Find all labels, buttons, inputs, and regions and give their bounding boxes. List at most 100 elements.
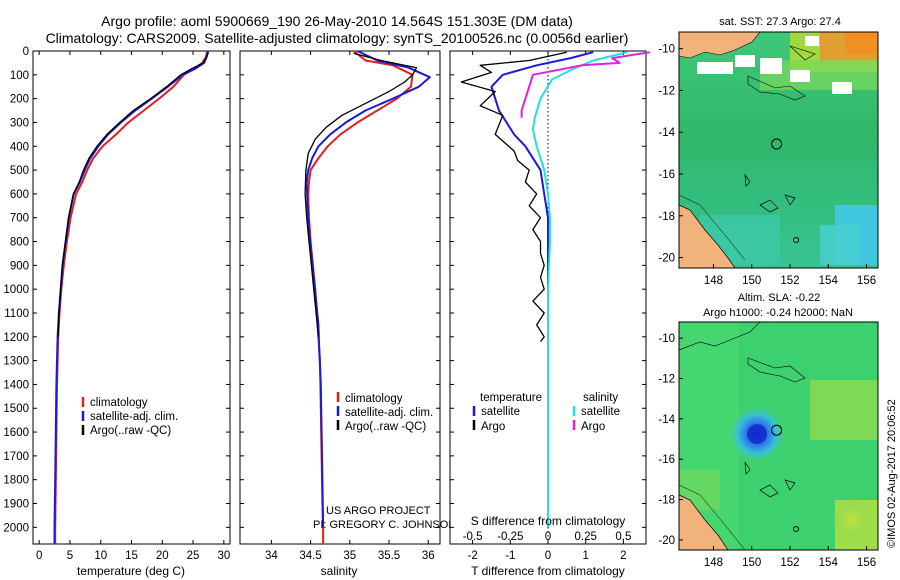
difference-x-label-s: S difference from climatology	[471, 514, 626, 528]
y-tick-label: 200	[10, 94, 29, 106]
series-line-s-satellite	[531, 51, 628, 528]
map-y-tick-label: -20	[658, 535, 675, 547]
salinity-x-label: salinity	[321, 564, 358, 578]
y-tick-label: 100	[10, 70, 29, 82]
legend-label-argo: Argo(..raw -QC)	[90, 425, 171, 437]
sla-argo-position-marker	[771, 424, 783, 436]
figure-title-line1: Argo profile: aoml 5900669_190 26-May-20…	[101, 13, 573, 29]
series-line-argo-raw-qc-	[304, 52, 418, 337]
y-tick-label: 900	[10, 260, 29, 272]
difference-y-ticks	[450, 50, 646, 528]
x-tick-label: 35	[343, 550, 356, 562]
y-tick-label: 300	[10, 117, 29, 129]
map-x-tick-label: 150	[742, 275, 761, 287]
sst-reef-marker	[793, 237, 799, 243]
temperature-legend: climatology satellite-adj. clim. Argo(..…	[81, 397, 178, 437]
x-tick-label: 34.5	[299, 550, 321, 562]
y-tick-label: 1000	[3, 284, 29, 296]
difference-panel: -2 -1 0 1 2 -0.5 -0.25 0 0.25 0.5 T difference fr…	[449, 50, 650, 578]
legend-label-climatology: climatology	[90, 397, 148, 409]
x-tick-label-s: 0.25	[574, 531, 596, 543]
map-y-tick-label: -12	[658, 85, 675, 97]
project-credit: US ARGO PROJECT	[326, 505, 431, 517]
difference-legend: temperature salinity satellite Argo sate…	[472, 392, 620, 433]
legend-label-satellite: satellite-adj. clim.	[90, 411, 178, 423]
map-y-tick-label: -18	[658, 495, 675, 507]
map-y-tick-label: -16	[658, 169, 675, 181]
y-tick-label: 1400	[3, 379, 29, 391]
legend-label-t-argo: Argo	[481, 421, 505, 433]
sla-map-image	[679, 322, 878, 550]
legend-label-s-argo: Argo	[581, 421, 605, 433]
y-tick-label: 1200	[3, 332, 29, 344]
x-tick-label: 30	[217, 550, 230, 562]
sla-map-panel: Altim. SLA: -0.22 Argo h1000: -0.24 h200…	[658, 292, 879, 569]
temperature-y-ticks: 0 100 200 300 400 500 600 700 800 900 1000 1100 1200…	[3, 46, 230, 534]
map-y-tick-label: -10	[658, 44, 675, 56]
map-x-tick-label: 156	[857, 557, 876, 569]
map-x-tick-label: 152	[780, 557, 799, 569]
temperature-x-label: temperature (deg C)	[77, 564, 185, 578]
salinity-legend: climatology satellite-adj. clim. Argo(..…	[336, 392, 433, 433]
series-line-t-argo	[460, 51, 567, 342]
sst-argo-position-marker	[771, 138, 783, 150]
temperature-x-ticks: 0 5 10 15 20 25 30	[36, 51, 230, 562]
difference-x-ticks: -2 -1 0 1 2 -0.5 -0.25 0 0.25 0.5	[463, 51, 631, 562]
x-tick-label-s: -0.5	[463, 531, 483, 543]
x-tick-label-s: -0.25	[497, 531, 523, 543]
x-tick-label-t: 1	[582, 550, 588, 562]
temperature-axes-frame	[32, 50, 231, 545]
map-x-tick-label: 154	[819, 275, 839, 287]
sst-map-ticks: 148 150 152 154 156 -10 -12 -14 -16 -18 -20	[658, 44, 876, 287]
x-tick-label: 10	[94, 550, 107, 562]
map-x-tick-label: 148	[704, 557, 723, 569]
map-y-tick-label: -18	[658, 211, 675, 223]
x-tick-label-t: 0	[545, 550, 551, 562]
y-tick-label: 1900	[3, 499, 29, 511]
legend-title-salinity: salinity	[583, 392, 618, 404]
y-tick-label: 2000	[3, 522, 29, 534]
sst-map-frame	[678, 31, 879, 269]
legend-label-argo: Argo(..raw -QC)	[345, 421, 426, 433]
difference-x-label-t: T difference from climatology	[471, 564, 625, 578]
sla-reef-marker	[793, 526, 799, 532]
series-line-argo-raw-qc-	[57, 51, 210, 337]
map-x-tick-label: 148	[704, 275, 723, 287]
imos-timestamp: ©IMOS 02-Aug-2017 20:06:52	[886, 399, 898, 548]
sst-map-image	[679, 32, 878, 268]
series-line-t-satellite	[490, 51, 594, 528]
y-tick-label: 400	[10, 141, 29, 153]
y-tick-label: 1100	[4, 308, 29, 320]
x-tick-label: 20	[156, 550, 169, 562]
x-tick-label: 0	[36, 550, 42, 562]
y-tick-label: 500	[10, 165, 29, 177]
y-tick-label: 1700	[3, 451, 29, 463]
x-tick-label-t: -1	[505, 550, 515, 562]
legend-label-t-satellite: satellite	[481, 406, 520, 418]
series-line-s-argo	[520, 51, 650, 118]
map-y-tick-label: -16	[658, 454, 675, 466]
x-tick-label: 36	[422, 550, 435, 562]
y-tick-label: 0	[23, 46, 29, 58]
salinity-y-ticks	[240, 50, 440, 528]
y-tick-label: 800	[10, 237, 29, 249]
x-tick-label: 5	[67, 550, 73, 562]
x-tick-label: 15	[125, 550, 138, 562]
x-tick-label-s: 0	[545, 531, 551, 543]
temperature-series	[53, 50, 210, 544]
y-tick-label: 700	[10, 213, 29, 225]
legend-label-s-satellite: satellite	[581, 406, 620, 418]
salinity-x-ticks: 34 34.5 35 35.5 36	[265, 51, 435, 562]
sla-map-frame	[678, 321, 879, 551]
map-y-tick-label: -20	[658, 253, 675, 265]
difference-series	[460, 51, 650, 528]
map-y-tick-label: -10	[658, 333, 675, 345]
x-tick-label-t: 2	[620, 550, 626, 562]
legend-label-climatology: climatology	[345, 393, 403, 405]
sla-map-ticks: 148 150 152 154 156 -10 -12 -14 -16 -18 -20	[658, 333, 876, 569]
x-tick-label: 34	[265, 550, 278, 562]
map-x-tick-label: 150	[742, 557, 761, 569]
x-tick-label: 25	[187, 550, 200, 562]
y-tick-label: 1600	[3, 427, 29, 439]
